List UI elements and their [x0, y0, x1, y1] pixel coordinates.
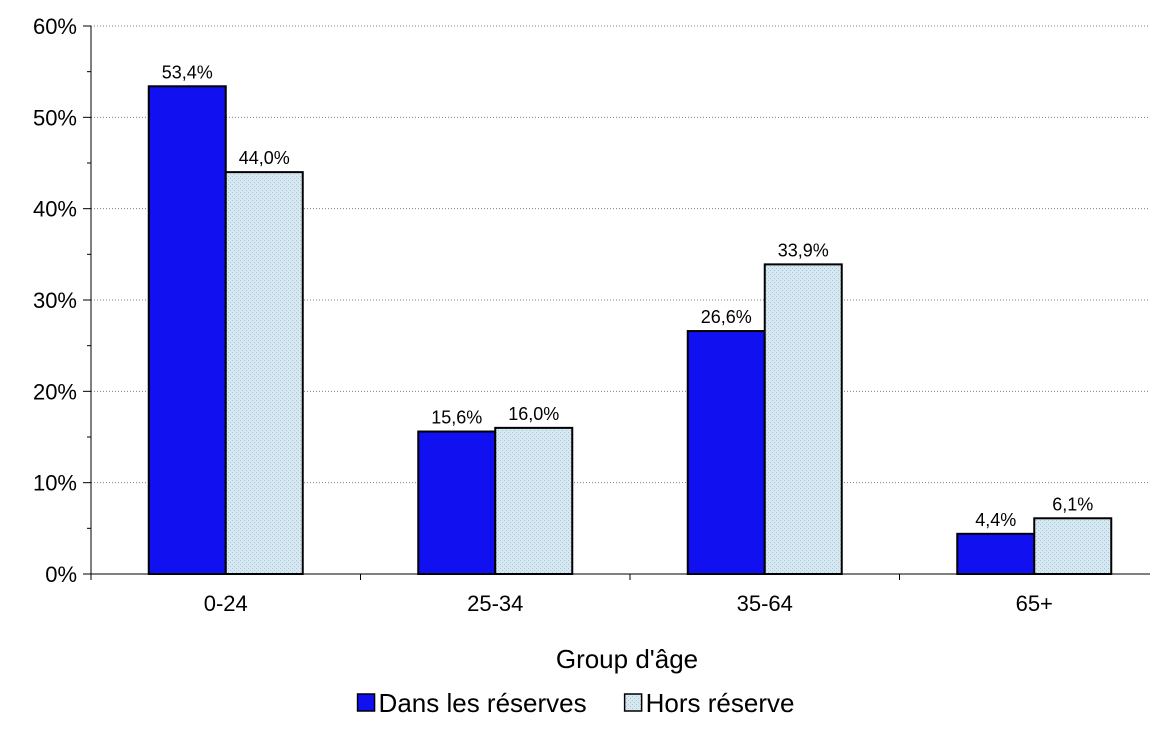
y-tick-label: 40%: [33, 197, 77, 222]
legend-label: Hors réserve: [646, 688, 795, 718]
bar-hors-reserve: [1033, 517, 1113, 576]
x-tick-label: 25-34: [467, 591, 523, 616]
data-label: 6,1%: [1052, 494, 1093, 514]
data-label: 4,4%: [975, 510, 1016, 530]
gridlines: [91, 25, 1150, 484]
bars: [147, 85, 1113, 576]
x-axis-title: Group d'âge: [556, 644, 698, 674]
y-tick-label: 60%: [33, 14, 77, 39]
bar-dans-les-reserves: [147, 85, 227, 575]
bar-hors-reserve: [224, 171, 304, 575]
legend-swatch: [356, 693, 376, 712]
y-tick-label: 10%: [33, 471, 77, 496]
bar-dans-les-reserves: [417, 430, 497, 575]
data-label: 16,0%: [508, 404, 559, 424]
data-labels: 53,4% 44,0% 15,6% 16,0% 26,6% 33,9% 4,4% 6,1%: [162, 62, 1094, 530]
bar-hors-reserve: [494, 426, 574, 575]
data-label: 33,9%: [778, 240, 829, 260]
bar-dans-les-reserves: [686, 330, 766, 576]
data-label: 44,0%: [239, 148, 290, 168]
data-label: 53,4%: [162, 62, 213, 82]
y-tick-label: 20%: [33, 379, 77, 404]
bar-dans-les-reserves: [956, 532, 1036, 576]
bar-hors-reserve: [763, 263, 843, 575]
data-label: 26,6%: [701, 307, 752, 327]
y-tick-label: 50%: [33, 105, 77, 130]
legend-label: Dans les réserves: [379, 688, 587, 718]
y-tick-label: 30%: [33, 288, 77, 313]
legend: Dans les réserves Hors réserve: [356, 688, 795, 718]
x-tick-label: 35-64: [737, 591, 793, 616]
x-tick-label: 65+: [1016, 591, 1053, 616]
y-tick-label: 0%: [45, 562, 77, 587]
data-label: 15,6%: [431, 408, 482, 428]
x-tick-label: 0-24: [204, 591, 248, 616]
legend-swatch: [623, 693, 643, 712]
